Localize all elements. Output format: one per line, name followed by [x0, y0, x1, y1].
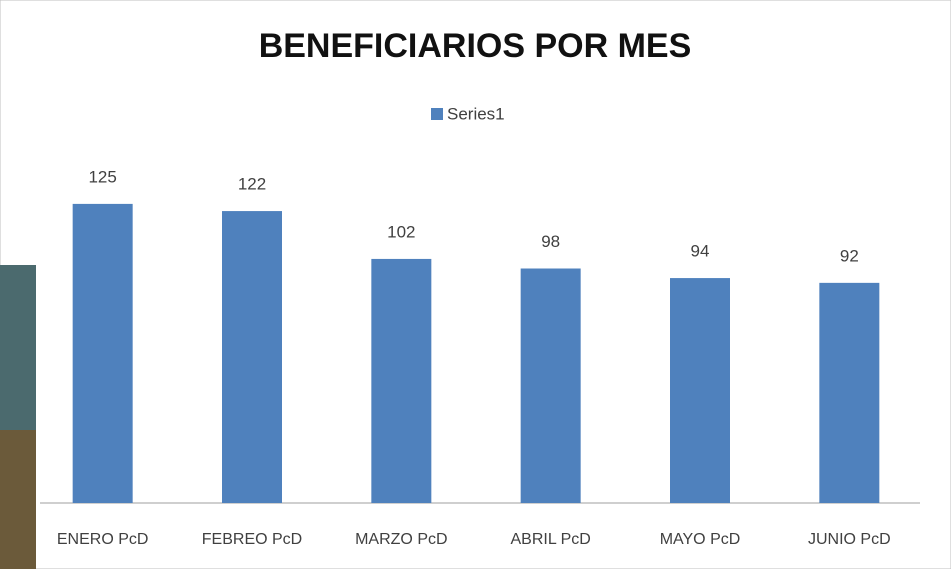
chart-background	[0, 0, 951, 569]
bar	[521, 269, 581, 504]
legend-swatch	[431, 108, 443, 120]
value-label: 94	[691, 242, 710, 261]
x-tick-label: MARZO PcD	[355, 531, 447, 548]
x-tick-label: ABRIL PcD	[511, 531, 591, 548]
legend-label: Series1	[447, 104, 505, 123]
x-tick-label: FEBREO PcD	[202, 531, 302, 548]
bar	[670, 278, 730, 503]
bar	[819, 283, 879, 503]
chart: BENEFICIARIOS POR MES Series1 ENERO PcD FE…	[0, 0, 951, 569]
bar	[222, 211, 282, 503]
x-tick-label: ENERO PcD	[57, 531, 149, 548]
value-label: 92	[840, 246, 859, 265]
background-photo-lower	[0, 430, 36, 569]
bar	[371, 259, 431, 503]
x-tick-label: JUNIO PcD	[808, 531, 891, 548]
chart-title: BENEFICIARIOS POR MES	[259, 27, 692, 65]
value-label: 102	[387, 222, 415, 241]
bar	[73, 204, 133, 503]
value-label: 125	[88, 167, 116, 186]
value-label: 98	[541, 232, 560, 251]
x-tick-label: MAYO PcD	[660, 531, 741, 548]
value-label: 122	[238, 175, 266, 194]
